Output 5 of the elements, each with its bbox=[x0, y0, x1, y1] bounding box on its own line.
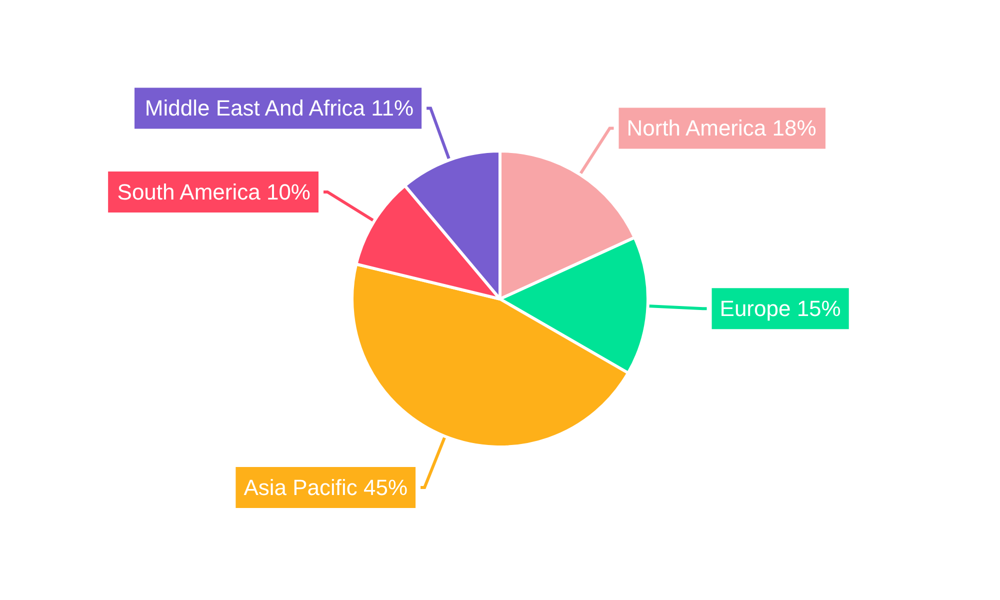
slice-label: Europe 15% bbox=[720, 296, 841, 322]
slice-label: South America 10% bbox=[117, 179, 311, 204]
slice-label: Middle East And Africa 11% bbox=[144, 96, 414, 121]
slice-label: Asia Pacific 45% bbox=[244, 474, 408, 500]
slice-label: North America 18% bbox=[626, 116, 816, 141]
